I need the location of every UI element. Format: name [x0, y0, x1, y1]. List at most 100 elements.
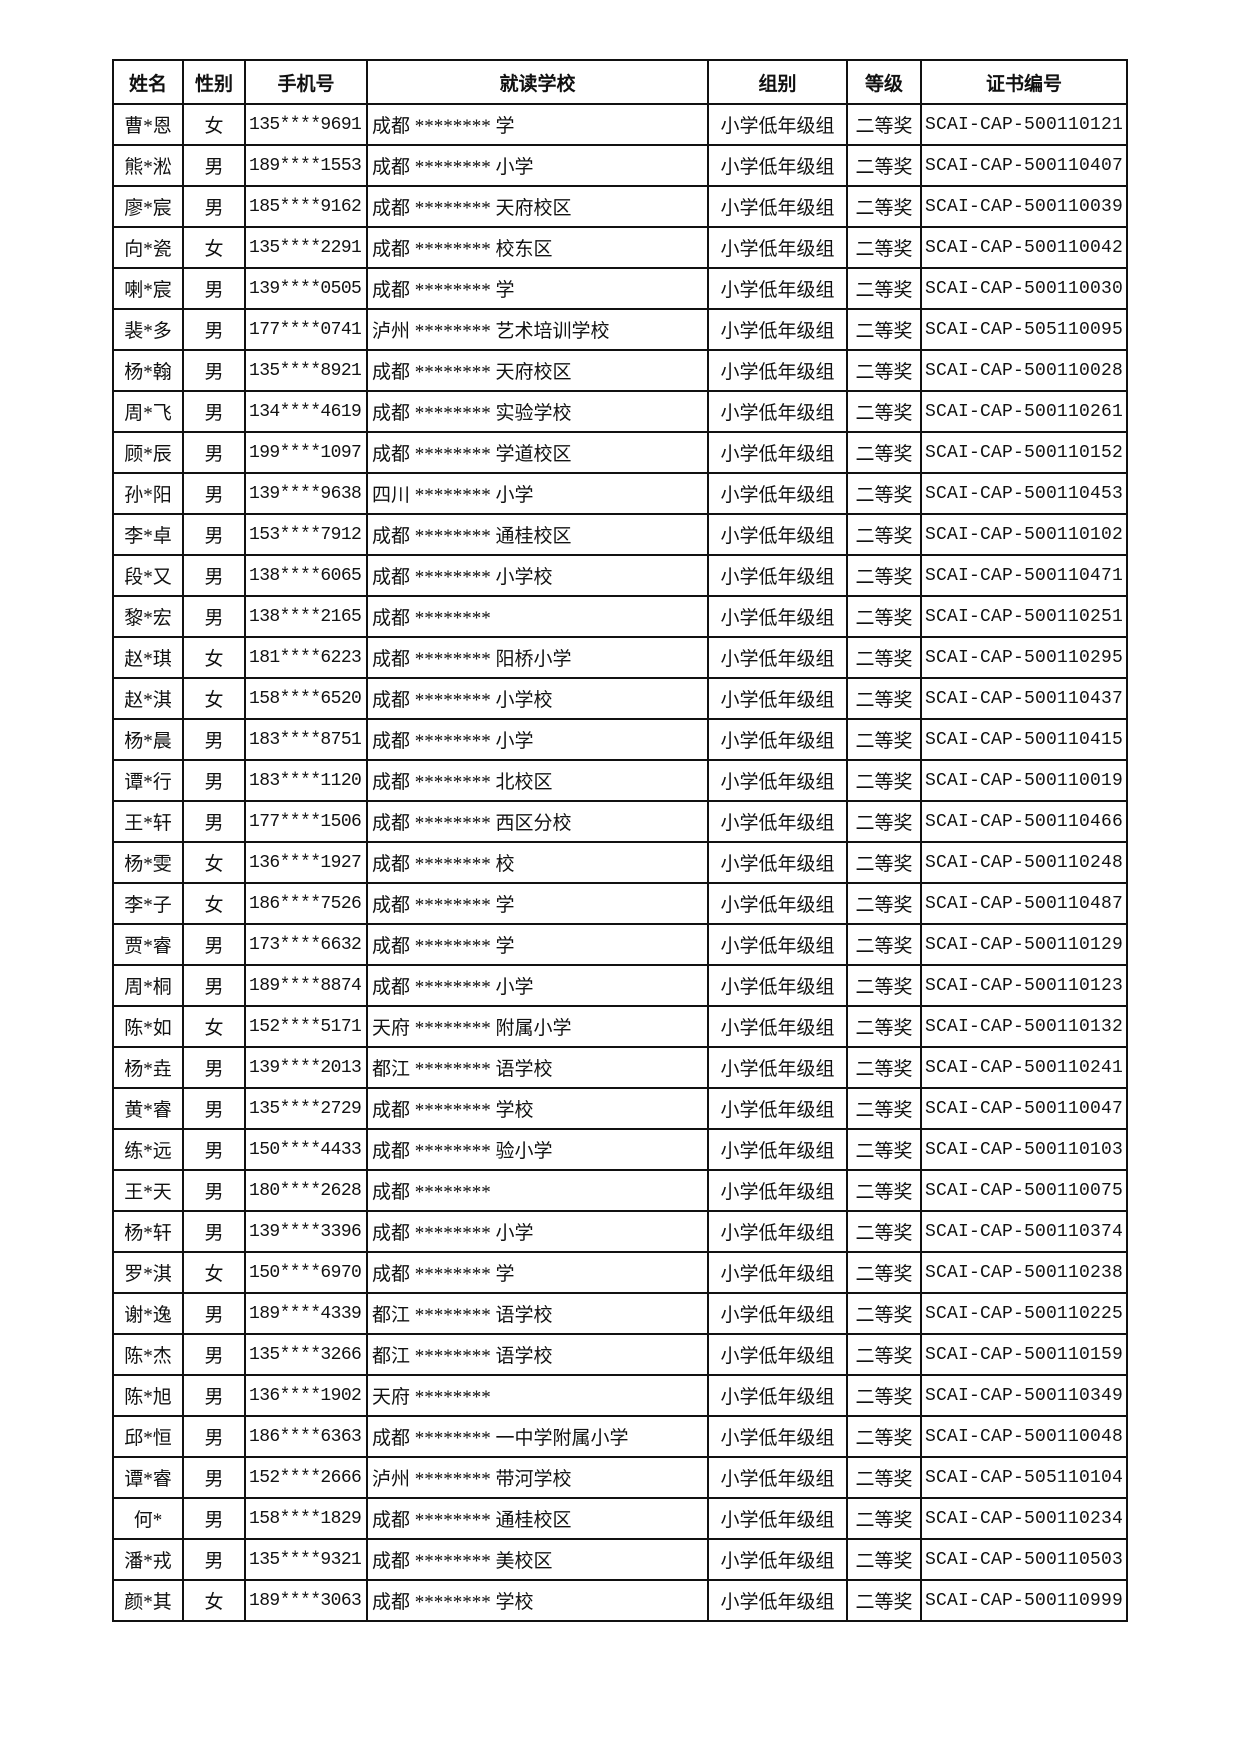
table-row: 邱*恒男 186****6363 成都 ******** 一中学附属小学 小学低年级组… [112, 1415, 1128, 1458]
cell-school: 天府 ******** 附属小学 [366, 1005, 709, 1048]
cell-gender: 男 [182, 595, 246, 638]
table-row: 陈*旭男 136****1902 天府 ******** 小学低年级组 二等奖 SCAI-… [112, 1374, 1128, 1417]
cell-cert: SCAI-CAP-500110415 [920, 718, 1128, 761]
cell-school: 成都 ******** 小学校 [366, 677, 709, 720]
cell-phone: 177****0741 [244, 308, 368, 351]
cell-phone: 136****1927 [244, 841, 368, 884]
table-row: 廖*宸男 185****9162 成都 ******** 天府校区 小学低年级组 二等奖… [112, 185, 1128, 228]
cell-name: 顾*辰 [112, 431, 184, 474]
cell-group: 小学低年级组 [707, 718, 848, 761]
cell-gender: 男 [182, 1456, 246, 1499]
cell-cert: SCAI-CAP-500110238 [920, 1251, 1128, 1294]
cell-name: 黄*睿 [112, 1087, 184, 1130]
cell-gender: 女 [182, 103, 246, 146]
table-row: 李*子女 186****7526 成都 ******** 学小学低年级组 二等奖 SCA… [112, 882, 1128, 925]
table-row: 谢*逸男 189****4339 都江 ******** 语学校 小学低年级组 二等奖 S… [112, 1292, 1128, 1335]
cell-level: 二等奖 [846, 759, 922, 802]
cell-school: 都江 ******** 语学校 [366, 1292, 709, 1335]
cell-name: 何* [112, 1497, 184, 1540]
table-row: 熊*淞男 189****1553 成都 ******** 小学 小学低年级组 二等奖 SC… [112, 144, 1128, 187]
cell-level: 二等奖 [846, 595, 922, 638]
cell-level: 二等奖 [846, 1374, 922, 1417]
cell-name: 陈*旭 [112, 1374, 184, 1417]
cell-gender: 男 [182, 349, 246, 392]
table-row: 谭*行男 183****1120 成都 ******** 北校区 小学低年级组 二等奖 S… [112, 759, 1128, 802]
cell-level: 二等奖 [846, 1046, 922, 1089]
cell-gender: 男 [182, 1292, 246, 1335]
cell-name: 王*天 [112, 1169, 184, 1212]
cell-school: 成都 ******** [366, 595, 709, 638]
cell-phone: 183****1120 [244, 759, 368, 802]
cell-gender: 男 [182, 1087, 246, 1130]
cell-group: 小学低年级组 [707, 677, 848, 720]
header-phone: 手机号 [244, 59, 368, 105]
cell-cert: SCAI-CAP-500110471 [920, 554, 1128, 597]
cell-phone: 135****3266 [244, 1333, 368, 1376]
cell-school: 成都 ******** 校 [366, 841, 709, 884]
table-row: 何* 男 158****1829 成都 ******** 通桂校区 小学低年级组 二等奖 S… [112, 1497, 1128, 1540]
cell-level: 二等奖 [846, 1579, 922, 1622]
cell-gender: 男 [182, 800, 246, 843]
cell-cert: SCAI-CAP-500110042 [920, 226, 1128, 269]
cell-school: 都江 ******** 语学校 [366, 1046, 709, 1089]
cell-name: 赵*琪 [112, 636, 184, 679]
cell-cert: SCAI-CAP-500110251 [920, 595, 1128, 638]
cell-gender: 女 [182, 677, 246, 720]
cell-cert: SCAI-CAP-500110039 [920, 185, 1128, 228]
cell-name: 潘*戎 [112, 1538, 184, 1581]
cell-phone: 173****6632 [244, 923, 368, 966]
cell-group: 小学低年级组 [707, 800, 848, 843]
table-row: 罗*淇女 150****6970 成都 ******** 学小学低年级组 二等奖 SCA… [112, 1251, 1128, 1294]
cell-group: 小学低年级组 [707, 759, 848, 802]
cell-school: 成都 ******** 学 [366, 267, 709, 310]
cell-phone: 181****6223 [244, 636, 368, 679]
cell-cert: SCAI-CAP-500110129 [920, 923, 1128, 966]
cell-phone: 134****4619 [244, 390, 368, 433]
cell-name: 李*卓 [112, 513, 184, 556]
cell-level: 二等奖 [846, 1538, 922, 1581]
cell-school: 成都 ******** 校东区 [366, 226, 709, 269]
table-row: 王*天男 180****2628 成都 ******** 小学低年级组 二等奖 SCAI-… [112, 1169, 1128, 1212]
cell-group: 小学低年级组 [707, 226, 848, 269]
table-row: 谭*睿男 152****2666 泸州 ******** 带河学校 小学低年级组 二等奖… [112, 1456, 1128, 1499]
cell-name: 周*桐 [112, 964, 184, 1007]
cell-name: 颜*其 [112, 1579, 184, 1622]
cell-name: 段*又 [112, 554, 184, 597]
cell-level: 二等奖 [846, 267, 922, 310]
table-row: 段*又男 138****6065 成都 ******** 小学校 小学低年级组 二等奖 S… [112, 554, 1128, 597]
cell-group: 小学低年级组 [707, 1538, 848, 1581]
cell-gender: 男 [182, 1333, 246, 1376]
cell-school: 成都 ******** 学 [366, 103, 709, 146]
table-row: 王*轩男 177****1506 成都 ******** 西区分校 小学低年级组 二等奖… [112, 800, 1128, 843]
cell-school: 成都 ******** 通桂校区 [366, 1497, 709, 1540]
cell-phone: 158****1829 [244, 1497, 368, 1540]
cell-phone: 135****2291 [244, 226, 368, 269]
cell-school: 都江 ******** 语学校 [366, 1333, 709, 1376]
cell-level: 二等奖 [846, 841, 922, 884]
header-group: 组别 [707, 59, 848, 105]
table-row: 周*飞男 134****4619 成都 ******** 实验学校 小学低年级组 二等奖… [112, 390, 1128, 433]
cell-cert: SCAI-CAP-500110234 [920, 1497, 1128, 1540]
cell-phone: 135****9691 [244, 103, 368, 146]
cell-school: 成都 ******** 小学 [366, 718, 709, 761]
table-row: 杨*晨男 183****8751 成都 ******** 小学 小学低年级组 二等奖 SC… [112, 718, 1128, 761]
cell-cert: SCAI-CAP-500110028 [920, 349, 1128, 392]
table-row: 杨*垚男 139****2013 都江 ******** 语学校 小学低年级组 二等奖 S… [112, 1046, 1128, 1089]
cell-school: 成都 ******** 北校区 [366, 759, 709, 802]
cell-name: 罗*淇 [112, 1251, 184, 1294]
cell-gender: 男 [182, 431, 246, 474]
cell-level: 二等奖 [846, 185, 922, 228]
cell-level: 二等奖 [846, 349, 922, 392]
header-school: 就读学校 [366, 59, 709, 105]
cell-group: 小学低年级组 [707, 1415, 848, 1458]
cell-cert: SCAI-CAP-500110102 [920, 513, 1128, 556]
cell-cert: SCAI-CAP-500110407 [920, 144, 1128, 187]
table-row: 孙*阳男 139****9638 四川 ******** 小学 小学低年级组 二等奖 SC… [112, 472, 1128, 515]
cell-level: 二等奖 [846, 1005, 922, 1048]
cell-level: 二等奖 [846, 554, 922, 597]
cell-group: 小学低年级组 [707, 554, 848, 597]
table-row: 贾*睿男 173****6632 成都 ******** 学小学低年级组 二等奖 SCA… [112, 923, 1128, 966]
cell-name: 贾*睿 [112, 923, 184, 966]
cell-gender: 女 [182, 1251, 246, 1294]
cell-school: 成都 ******** 验小学 [366, 1128, 709, 1171]
